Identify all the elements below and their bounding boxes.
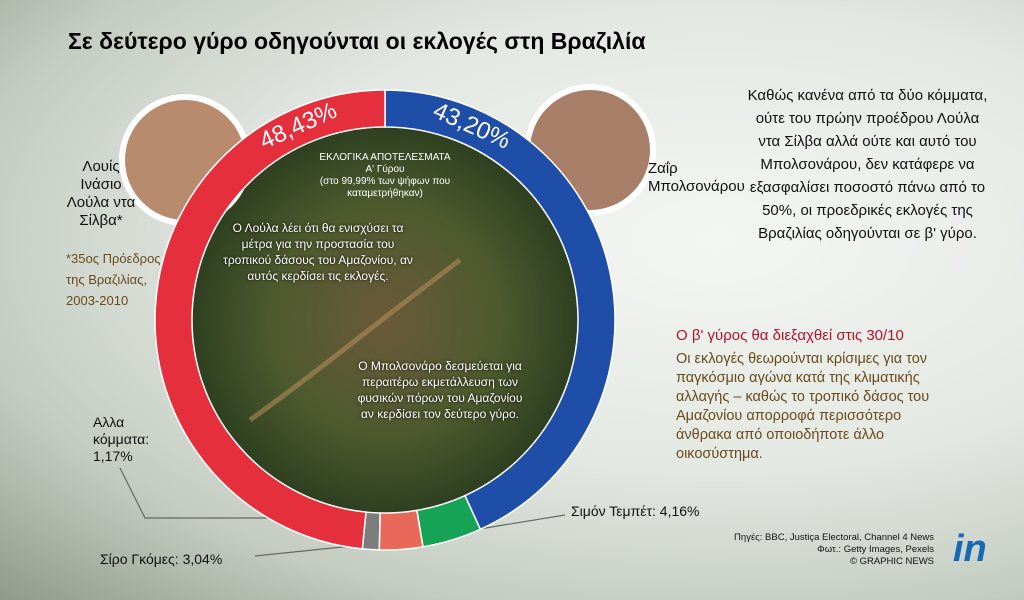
source-line: © GRAPHIC NEWS — [849, 556, 934, 567]
photo-road — [248, 258, 462, 423]
paragraph: Οι εκλογές θεωρούνται κρίσιμες για τον π… — [676, 351, 930, 462]
segment-label: Σίρο Γκόμες: 3,04% — [100, 551, 222, 568]
label-value: 4,16% — [659, 503, 700, 519]
label-value: 3,04% — [182, 551, 223, 567]
donut-segment — [378, 509, 424, 551]
title: Σε δεύτερο γύρο οδηγούνται οι εκλογές στ… — [68, 28, 646, 54]
sources: Πηγές: BBC, Justiça Electoral, Channel 4… — [694, 532, 934, 568]
source-line: Πηγές: BBC, Justiça Electoral, Channel 4… — [734, 532, 934, 543]
quote: Ο Μπολσονάρο δεσμεύεται για περαιτέρω εκ… — [357, 359, 523, 421]
center-caption: ΕΚΛΟΓΙΚΑ ΑΠΟΤΕΛΕΣΜΑΤΑ Α' Γύρου (στο 99,9… — [290, 152, 480, 200]
logo: in — [953, 528, 987, 570]
label-name: Σιμόν Τεμπέτ: — [571, 503, 656, 519]
label-name: Αλλα κόμματα: — [93, 414, 150, 447]
heading: Ο β' γύρος θα διεξαχθεί στις 30/10 — [676, 327, 904, 344]
caption-sub: Α' Γύρου — [365, 164, 405, 175]
caption-title: ΕΚΛΟΓΙΚΑ ΑΠΟΤΕΛΕΣΜΑΤΑ — [319, 152, 451, 163]
candidate-name: Λουίς Ινάσιο Λούλα ντα Σίλβα* — [66, 158, 136, 229]
segment-label: Σιμόν Τεμπέτ: 4,16% — [571, 503, 700, 520]
donut-segment — [154, 89, 386, 550]
quote: Ο Λούλα λέει ότι θα ενισχύσει τα μέτρα γ… — [223, 221, 413, 283]
paragraph: Καθώς κανένα από τα δύο κόμματα, ούτε το… — [747, 87, 988, 242]
source-line: Φωτ.: Getty Images, Pexels — [817, 544, 934, 555]
caption-sub: (στο 99,99% των ψήφων που καταμετρήθηκαν… — [319, 176, 451, 199]
candidate-note: *35ος Πρόεδρος της Βραζιλίας, 2003-2010 — [66, 251, 161, 308]
segment-label: Αλλα κόμματα: 1,17% — [93, 414, 173, 465]
label-value: 1,17% — [93, 448, 133, 464]
candidate-name: Ζαΐρ Μπολσονάρου — [648, 160, 745, 195]
label-name: Σίρο Γκόμες: — [100, 551, 179, 567]
